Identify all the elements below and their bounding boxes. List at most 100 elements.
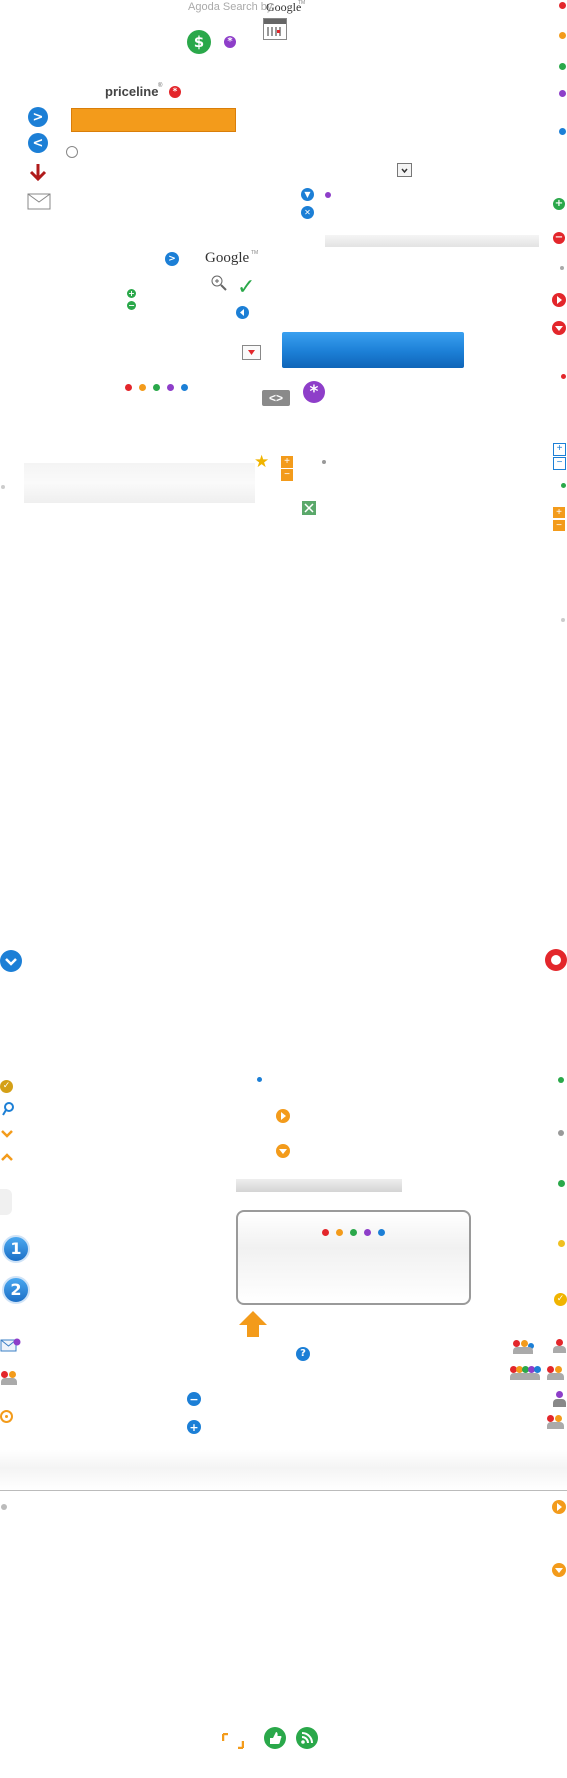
panel-heart-red xyxy=(322,1229,329,1236)
next-button[interactable]: > xyxy=(28,107,48,127)
status-dot-green xyxy=(559,63,566,70)
check-gold-icon: ✓ xyxy=(0,1080,13,1093)
code-icon[interactable]: <> xyxy=(262,390,290,406)
user-red-icon xyxy=(553,1339,566,1353)
chevron-down-orange-icon[interactable] xyxy=(1,1130,13,1138)
primary-blue-bar[interactable] xyxy=(282,332,464,368)
orange-minus-button[interactable]: − xyxy=(281,469,293,481)
remove-red-icon[interactable]: − xyxy=(553,232,565,244)
step-one-badge[interactable]: 1 xyxy=(2,1235,30,1263)
alarm-icon[interactable] xyxy=(0,1410,13,1423)
google-small-tm: TM xyxy=(298,0,306,6)
mail-unread-icon[interactable] xyxy=(0,1338,22,1352)
zoom-in-icon[interactable] xyxy=(211,275,227,291)
side-tab[interactable] xyxy=(0,1189,12,1215)
fullscreen-icon[interactable] xyxy=(302,501,316,515)
rounded-panel xyxy=(236,1210,471,1305)
group-users-icon xyxy=(513,1340,537,1354)
play-left-icon[interactable] xyxy=(236,306,249,319)
heart-red-icon xyxy=(125,384,132,391)
orange-minus-box[interactable]: − xyxy=(553,520,565,531)
pair-head-orange xyxy=(555,1366,562,1373)
calendar-marker xyxy=(277,30,280,33)
thumbs-up-icon[interactable] xyxy=(264,1727,286,1749)
lifebuoy-icon[interactable] xyxy=(545,949,567,971)
crowd-head-blue xyxy=(534,1366,541,1373)
heart-purple-icon xyxy=(167,384,174,391)
heart-orange-icon xyxy=(139,384,146,391)
collapse-red-icon[interactable] xyxy=(552,321,566,335)
group-head-blue xyxy=(528,1343,534,1349)
zoom-plus-icon[interactable]: + xyxy=(127,288,136,298)
green-small-dot xyxy=(561,483,566,488)
triangle-down-icon xyxy=(248,350,255,355)
user-purple-icon xyxy=(553,1391,566,1407)
next-small-button[interactable]: > xyxy=(165,252,179,266)
panel-heart-blue xyxy=(378,1229,385,1236)
crowd-users-icon xyxy=(510,1366,541,1380)
users-body xyxy=(1,1378,17,1385)
user-orange-head xyxy=(9,1371,16,1378)
alarm-center xyxy=(5,1415,8,1418)
calendar-icon[interactable] xyxy=(263,18,287,40)
clock-icon xyxy=(66,146,78,158)
expand-orange-icon[interactable] xyxy=(276,1144,290,1158)
status-dot-blue xyxy=(559,128,566,135)
down-arrow-icon xyxy=(29,164,47,182)
status-dot-purple xyxy=(559,90,566,97)
gray-dot-2 xyxy=(322,460,326,464)
panel-heart-orange xyxy=(336,1229,343,1236)
play-orange-icon[interactable] xyxy=(276,1109,290,1123)
asterisk-icon[interactable]: * xyxy=(224,36,236,48)
up-arrow-orange-icon xyxy=(239,1311,267,1337)
close-blue-icon[interactable]: ✕ xyxy=(301,206,314,219)
user-purple-body xyxy=(553,1399,566,1407)
zoom-minus-icon[interactable]: − xyxy=(127,300,136,310)
location-search-icon[interactable] xyxy=(2,1102,14,1116)
help-icon[interactable]: ? xyxy=(296,1347,310,1361)
scroll-down-button[interactable] xyxy=(0,950,22,972)
user-purple-head xyxy=(556,1391,563,1398)
play-red-icon[interactable] xyxy=(552,293,566,307)
expand-orange-icon-2[interactable] xyxy=(552,1563,566,1577)
step-two-badge[interactable]: 2 xyxy=(2,1276,30,1304)
plus-blue-button[interactable]: + xyxy=(187,1420,201,1434)
expand-down-icon[interactable]: ▼ xyxy=(301,188,314,201)
orange-search-bar[interactable] xyxy=(71,108,236,132)
asterisk-large-icon[interactable]: * xyxy=(303,381,325,403)
prev-button[interactable]: < xyxy=(28,133,48,153)
dollar-icon[interactable]: $ xyxy=(187,30,211,54)
lifebuoy-center xyxy=(551,955,561,965)
add-body xyxy=(547,1422,564,1429)
brackets-icon xyxy=(222,1733,244,1749)
orange-plus-box[interactable]: + xyxy=(553,507,565,518)
dropdown-toggle[interactable] xyxy=(397,163,412,177)
rss-icon[interactable] xyxy=(296,1727,318,1749)
heart-green-icon xyxy=(153,384,160,391)
user-add-icon xyxy=(547,1415,566,1429)
orange-plus-button[interactable]: + xyxy=(281,456,293,468)
google-logo-tm: TM xyxy=(251,250,259,256)
minus-blue-button[interactable]: − xyxy=(187,1392,201,1406)
status-dot-orange xyxy=(559,32,566,39)
play-orange-icon-2[interactable] xyxy=(552,1500,566,1514)
expand-plus-box[interactable]: + xyxy=(553,443,566,456)
crowd-head-red xyxy=(510,1366,517,1373)
add-head-red xyxy=(547,1415,554,1422)
yellow-dot xyxy=(558,1240,565,1247)
gray-bar xyxy=(325,235,539,247)
google-small-logo: Google xyxy=(266,0,302,14)
close-red-icon[interactable]: * xyxy=(169,86,181,98)
select-toggle[interactable] xyxy=(242,345,261,360)
collapse-minus-box[interactable]: − xyxy=(553,457,566,470)
agoda-search-label: Agoda Search by xyxy=(188,1,273,13)
add-green-icon[interactable]: + xyxy=(553,198,565,210)
envelope-icon[interactable] xyxy=(27,193,51,210)
priceline-registered: ® xyxy=(158,83,163,89)
chevron-up-orange-icon[interactable] xyxy=(1,1153,13,1161)
group-head-red xyxy=(513,1340,520,1347)
add-head-orange xyxy=(555,1415,562,1422)
star-icon[interactable]: ★ xyxy=(254,452,270,471)
calendar-grid xyxy=(267,27,283,36)
purple-dot xyxy=(325,192,331,198)
